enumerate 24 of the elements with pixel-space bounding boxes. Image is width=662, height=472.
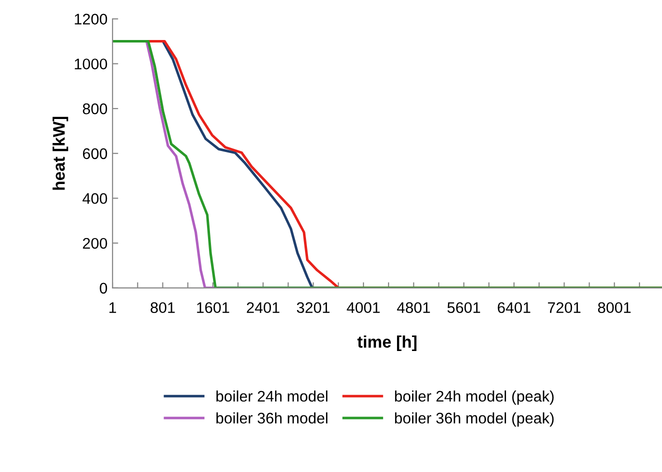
legend-label: boiler 24h model xyxy=(216,390,328,402)
x-tick-label: 4001 xyxy=(346,302,380,314)
x-tick-label: 1601 xyxy=(197,302,230,314)
y-tick-label: 1200 xyxy=(74,14,108,25)
x-tick-label: 7201 xyxy=(548,302,580,314)
x-tick-label: 6401 xyxy=(498,302,530,314)
x-tick-label: 801 xyxy=(150,302,175,314)
y-tick-label: 800 xyxy=(82,103,108,114)
y-axis-title: heat [kW] xyxy=(52,116,68,190)
x-tick-label: 2401 xyxy=(246,302,280,314)
y-tick-label: 200 xyxy=(82,238,108,249)
x-tick-label: 3201 xyxy=(296,302,330,314)
x-axis-title: time [h] xyxy=(357,335,416,352)
y-tick-label: 1000 xyxy=(74,58,108,70)
legend-label: boiler 36h model xyxy=(216,412,328,424)
y-tick-label: 600 xyxy=(82,148,108,160)
legend-label: boiler 36h model (peak) xyxy=(395,412,554,427)
x-tick-label: 1 xyxy=(109,302,116,313)
y-tick-label: 400 xyxy=(82,193,108,204)
x-tick-label: 8001 xyxy=(598,302,631,314)
x-tick-label: 4801 xyxy=(397,302,430,314)
x-tick-label: 5601 xyxy=(447,302,480,314)
y-tick-label: 0 xyxy=(100,282,108,294)
legend-label: boiler 24h model (peak) xyxy=(395,390,554,405)
